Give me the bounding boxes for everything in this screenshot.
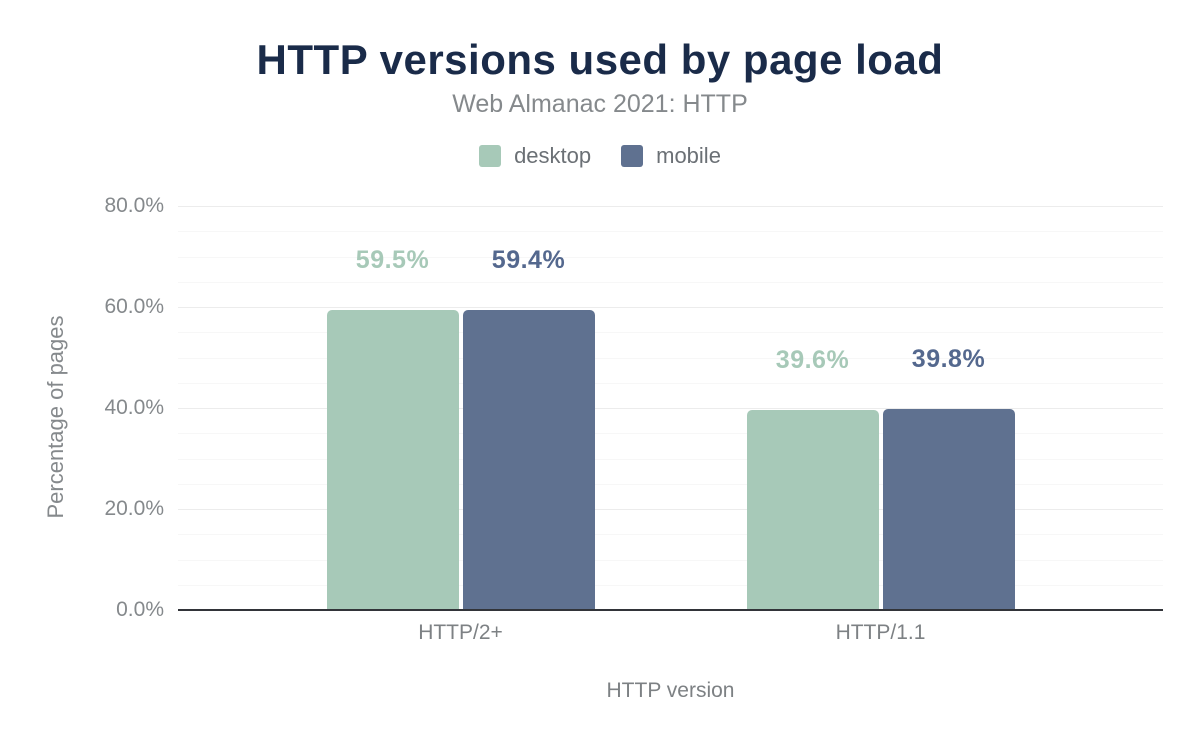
minor-gridline <box>178 534 1163 536</box>
bar-value-label: 39.8% <box>911 345 986 373</box>
minor-gridline <box>178 382 1163 384</box>
minor-gridline <box>178 584 1163 586</box>
bar-desktop-http-1-1[interactable] <box>746 410 879 610</box>
minor-gridline <box>178 231 1163 233</box>
bar-desktop-http-2-[interactable] <box>326 310 459 610</box>
minor-gridline <box>178 357 1163 359</box>
minor-gridline <box>178 332 1163 334</box>
minor-gridline <box>178 458 1163 460</box>
minor-gridline <box>178 483 1163 485</box>
legend-item-desktop: desktop <box>479 144 591 168</box>
x-axis-line <box>178 609 1163 611</box>
y-tick-label: 60.0% <box>104 295 164 318</box>
legend-label-mobile: mobile <box>656 143 721 168</box>
minor-gridline <box>178 559 1163 561</box>
x-axis-title: HTTP version <box>606 679 735 702</box>
major-gridline <box>178 408 1163 409</box>
chart-subtitle: Web Almanac 2021: HTTP <box>452 90 748 118</box>
legend: desktop mobile <box>0 144 1200 168</box>
bar-value-label: 39.6% <box>775 346 850 374</box>
major-gridline <box>178 307 1163 308</box>
legend-item-mobile: mobile <box>621 144 721 168</box>
y-tick-label: 20.0% <box>104 497 164 520</box>
y-tick-label: 80.0% <box>104 194 164 217</box>
legend-label-desktop: desktop <box>514 143 592 168</box>
legend-swatch-mobile-icon <box>621 145 644 167</box>
x-tick-label: HTTP/1.1 <box>835 621 926 644</box>
chart-title: HTTP versions used by page load <box>256 36 944 83</box>
minor-gridline <box>178 256 1163 258</box>
bar-value-label: 59.5% <box>355 246 430 274</box>
bar-mobile-http-1-1[interactable] <box>882 409 1015 610</box>
minor-gridline <box>178 281 1163 283</box>
y-tick-label: 0.0% <box>116 598 164 621</box>
legend-swatch-desktop-icon <box>479 145 502 167</box>
major-gridline <box>178 509 1163 510</box>
bar-value-label: 59.4% <box>491 246 566 274</box>
major-gridline <box>178 206 1163 207</box>
x-tick-label: HTTP/2+ <box>418 621 503 644</box>
bar-mobile-http-2-[interactable] <box>462 310 595 610</box>
minor-gridline <box>178 433 1163 435</box>
y-tick-label: 40.0% <box>104 396 164 419</box>
